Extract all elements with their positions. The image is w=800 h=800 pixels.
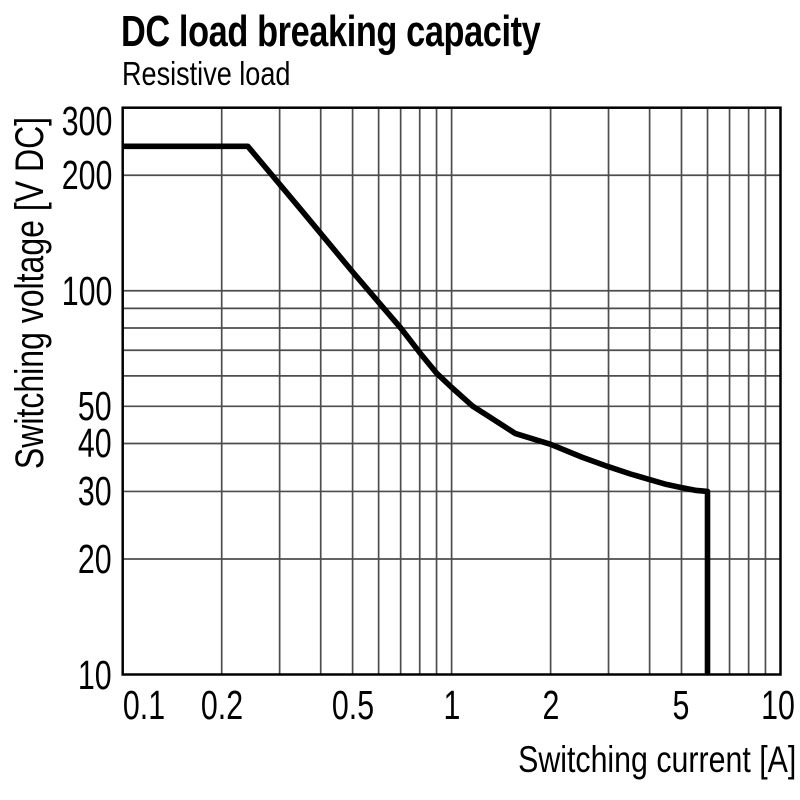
x-tick-label: 1 (443, 682, 461, 728)
plot-frame (121, 106, 782, 676)
x-tick-label: 0.2 (200, 682, 243, 728)
x-tick-label: 2 (542, 682, 560, 728)
chart-subtitle: Resistive load (122, 55, 291, 92)
y-tick-label: 30 (78, 468, 112, 515)
y-tick-label: 200 (61, 152, 112, 199)
y-tick-label: 20 (78, 535, 112, 582)
x-tick-label: 0.1 (122, 682, 165, 728)
chart-title: DC load breaking capacity (121, 7, 541, 56)
x-tick-label: 0.5 (331, 682, 374, 728)
x-tick-label: 10 (760, 682, 795, 728)
x-axis-title: Switching current [A] (517, 739, 796, 780)
x-tick-label: 5 (673, 682, 690, 728)
y-tick-label: 300 (61, 97, 112, 144)
y-tick-label: 50 (78, 383, 112, 430)
y-tick-label: 40 (78, 420, 112, 467)
y-axis-title: Switching voltage [V DC] (8, 116, 52, 470)
data-curve (122, 143, 711, 675)
y-tick-label: 100 (61, 267, 112, 314)
y-tick-label: 10 (78, 651, 112, 698)
